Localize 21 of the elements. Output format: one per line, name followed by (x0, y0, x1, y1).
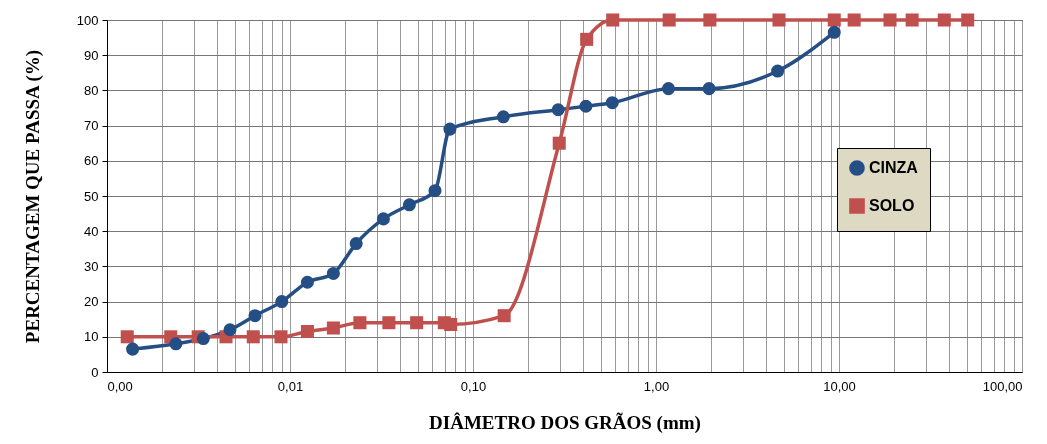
x-axis-title: DIÂMETRO DOS GRÃOS (mm) (429, 411, 701, 434)
x-tick-label: 0,01 (277, 378, 304, 394)
legend-label: CINZA (869, 159, 919, 176)
y-tick-label: 60 (84, 153, 99, 169)
x-tick-label: 1,00 (643, 378, 670, 394)
y-tick-label: 70 (84, 118, 99, 134)
y-tick-label: 30 (84, 258, 99, 274)
legend-label: SOLO (869, 197, 915, 214)
y-tick-label: 50 (84, 188, 99, 204)
x-tick-label: 0,10 (460, 378, 487, 394)
y-tick-label: 100 (76, 12, 99, 28)
y-tick-label: 20 (84, 294, 99, 310)
x-tick-label: 100,00 (982, 378, 1023, 394)
y-tick-label: 40 (84, 223, 99, 239)
y-tick-label: 90 (84, 47, 99, 63)
x-tick-label: 10,00 (823, 378, 856, 394)
y-tick-label: 80 (84, 82, 99, 98)
y-tick-label: 10 (84, 329, 99, 345)
x-tick-label: 0,00 (107, 378, 133, 394)
y-axis-title: PERCENTAGEM QUE PASSA (%) (21, 49, 44, 344)
y-tick-label: 0 (91, 364, 99, 380)
